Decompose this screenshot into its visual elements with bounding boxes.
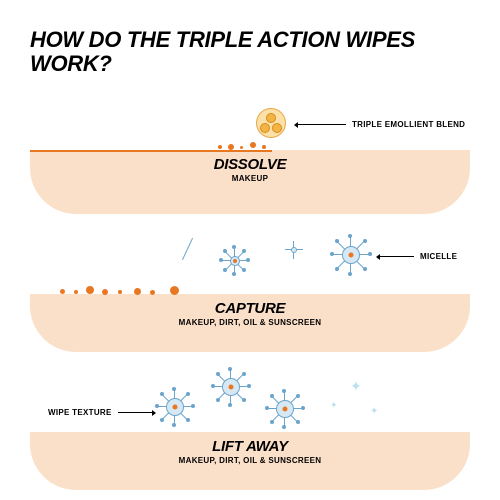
micelle-lift-icon bbox=[164, 396, 186, 418]
panel-dissolve: TRIPLE EMOLLIENT BLEND DISSOLVE MAKEUP bbox=[30, 94, 470, 214]
label-wipe-texture: WIPE TEXTURE bbox=[48, 408, 112, 417]
makeup-particle bbox=[60, 289, 65, 294]
sparkle-icon: ✦ bbox=[370, 406, 378, 417]
heading: HOW DO THE TRIPLE ACTION WIPES WORK? bbox=[30, 28, 470, 76]
makeup-layer-line bbox=[30, 150, 272, 152]
triple-emollient-icon bbox=[256, 108, 286, 138]
panel-capture: MICELLE CAPTURE MAKEUP, DIRT, OIL & SUNS… bbox=[30, 232, 470, 352]
makeup-particle bbox=[134, 288, 141, 295]
makeup-particle bbox=[262, 145, 266, 149]
arrow-emollient: TRIPLE EMOLLIENT BLEND bbox=[294, 120, 465, 129]
sparkle-icon: ✦ bbox=[330, 400, 338, 411]
skin-layer-2: CAPTURE MAKEUP, DIRT, OIL & SUNSCREEN bbox=[30, 294, 470, 352]
skin-layer-1: DISSOLVE MAKEUP bbox=[30, 150, 470, 214]
sparkle-icon: ✦ bbox=[350, 378, 362, 395]
arrow-wipe-texture: WIPE TEXTURE bbox=[48, 408, 156, 417]
arrow-micelle: MICELLE bbox=[376, 252, 457, 261]
step-1-sub: MAKEUP bbox=[30, 174, 470, 183]
micelle-icon bbox=[340, 244, 362, 266]
makeup-particle bbox=[86, 286, 94, 294]
makeup-particle bbox=[118, 290, 122, 294]
makeup-particle bbox=[102, 289, 108, 295]
panel-lift-away: WIPE TEXTURE bbox=[30, 370, 470, 490]
makeup-particle bbox=[74, 290, 78, 294]
step-3-title: LIFT AWAY bbox=[30, 438, 470, 455]
makeup-particle bbox=[150, 290, 155, 295]
skin-layer-3: LIFT AWAY MAKEUP, DIRT, OIL & SUNSCREEN bbox=[30, 432, 470, 490]
micelle-icon bbox=[228, 254, 242, 268]
micelle-small-icon bbox=[290, 246, 298, 254]
step-1-title: DISSOLVE bbox=[30, 156, 470, 173]
makeup-particle bbox=[240, 146, 243, 149]
label-micelle: MICELLE bbox=[420, 252, 457, 261]
makeup-particle bbox=[170, 286, 179, 295]
label-emollient: TRIPLE EMOLLIENT BLEND bbox=[352, 120, 465, 129]
makeup-particle bbox=[218, 145, 222, 149]
micelle-lift-icon bbox=[220, 376, 242, 398]
step-2-title: CAPTURE bbox=[30, 300, 470, 317]
makeup-particle bbox=[250, 142, 256, 148]
step-3-sub: MAKEUP, DIRT, OIL & SUNSCREEN bbox=[30, 456, 470, 465]
step-2-sub: MAKEUP, DIRT, OIL & SUNSCREEN bbox=[30, 318, 470, 327]
micelle-lift-icon bbox=[274, 398, 296, 420]
